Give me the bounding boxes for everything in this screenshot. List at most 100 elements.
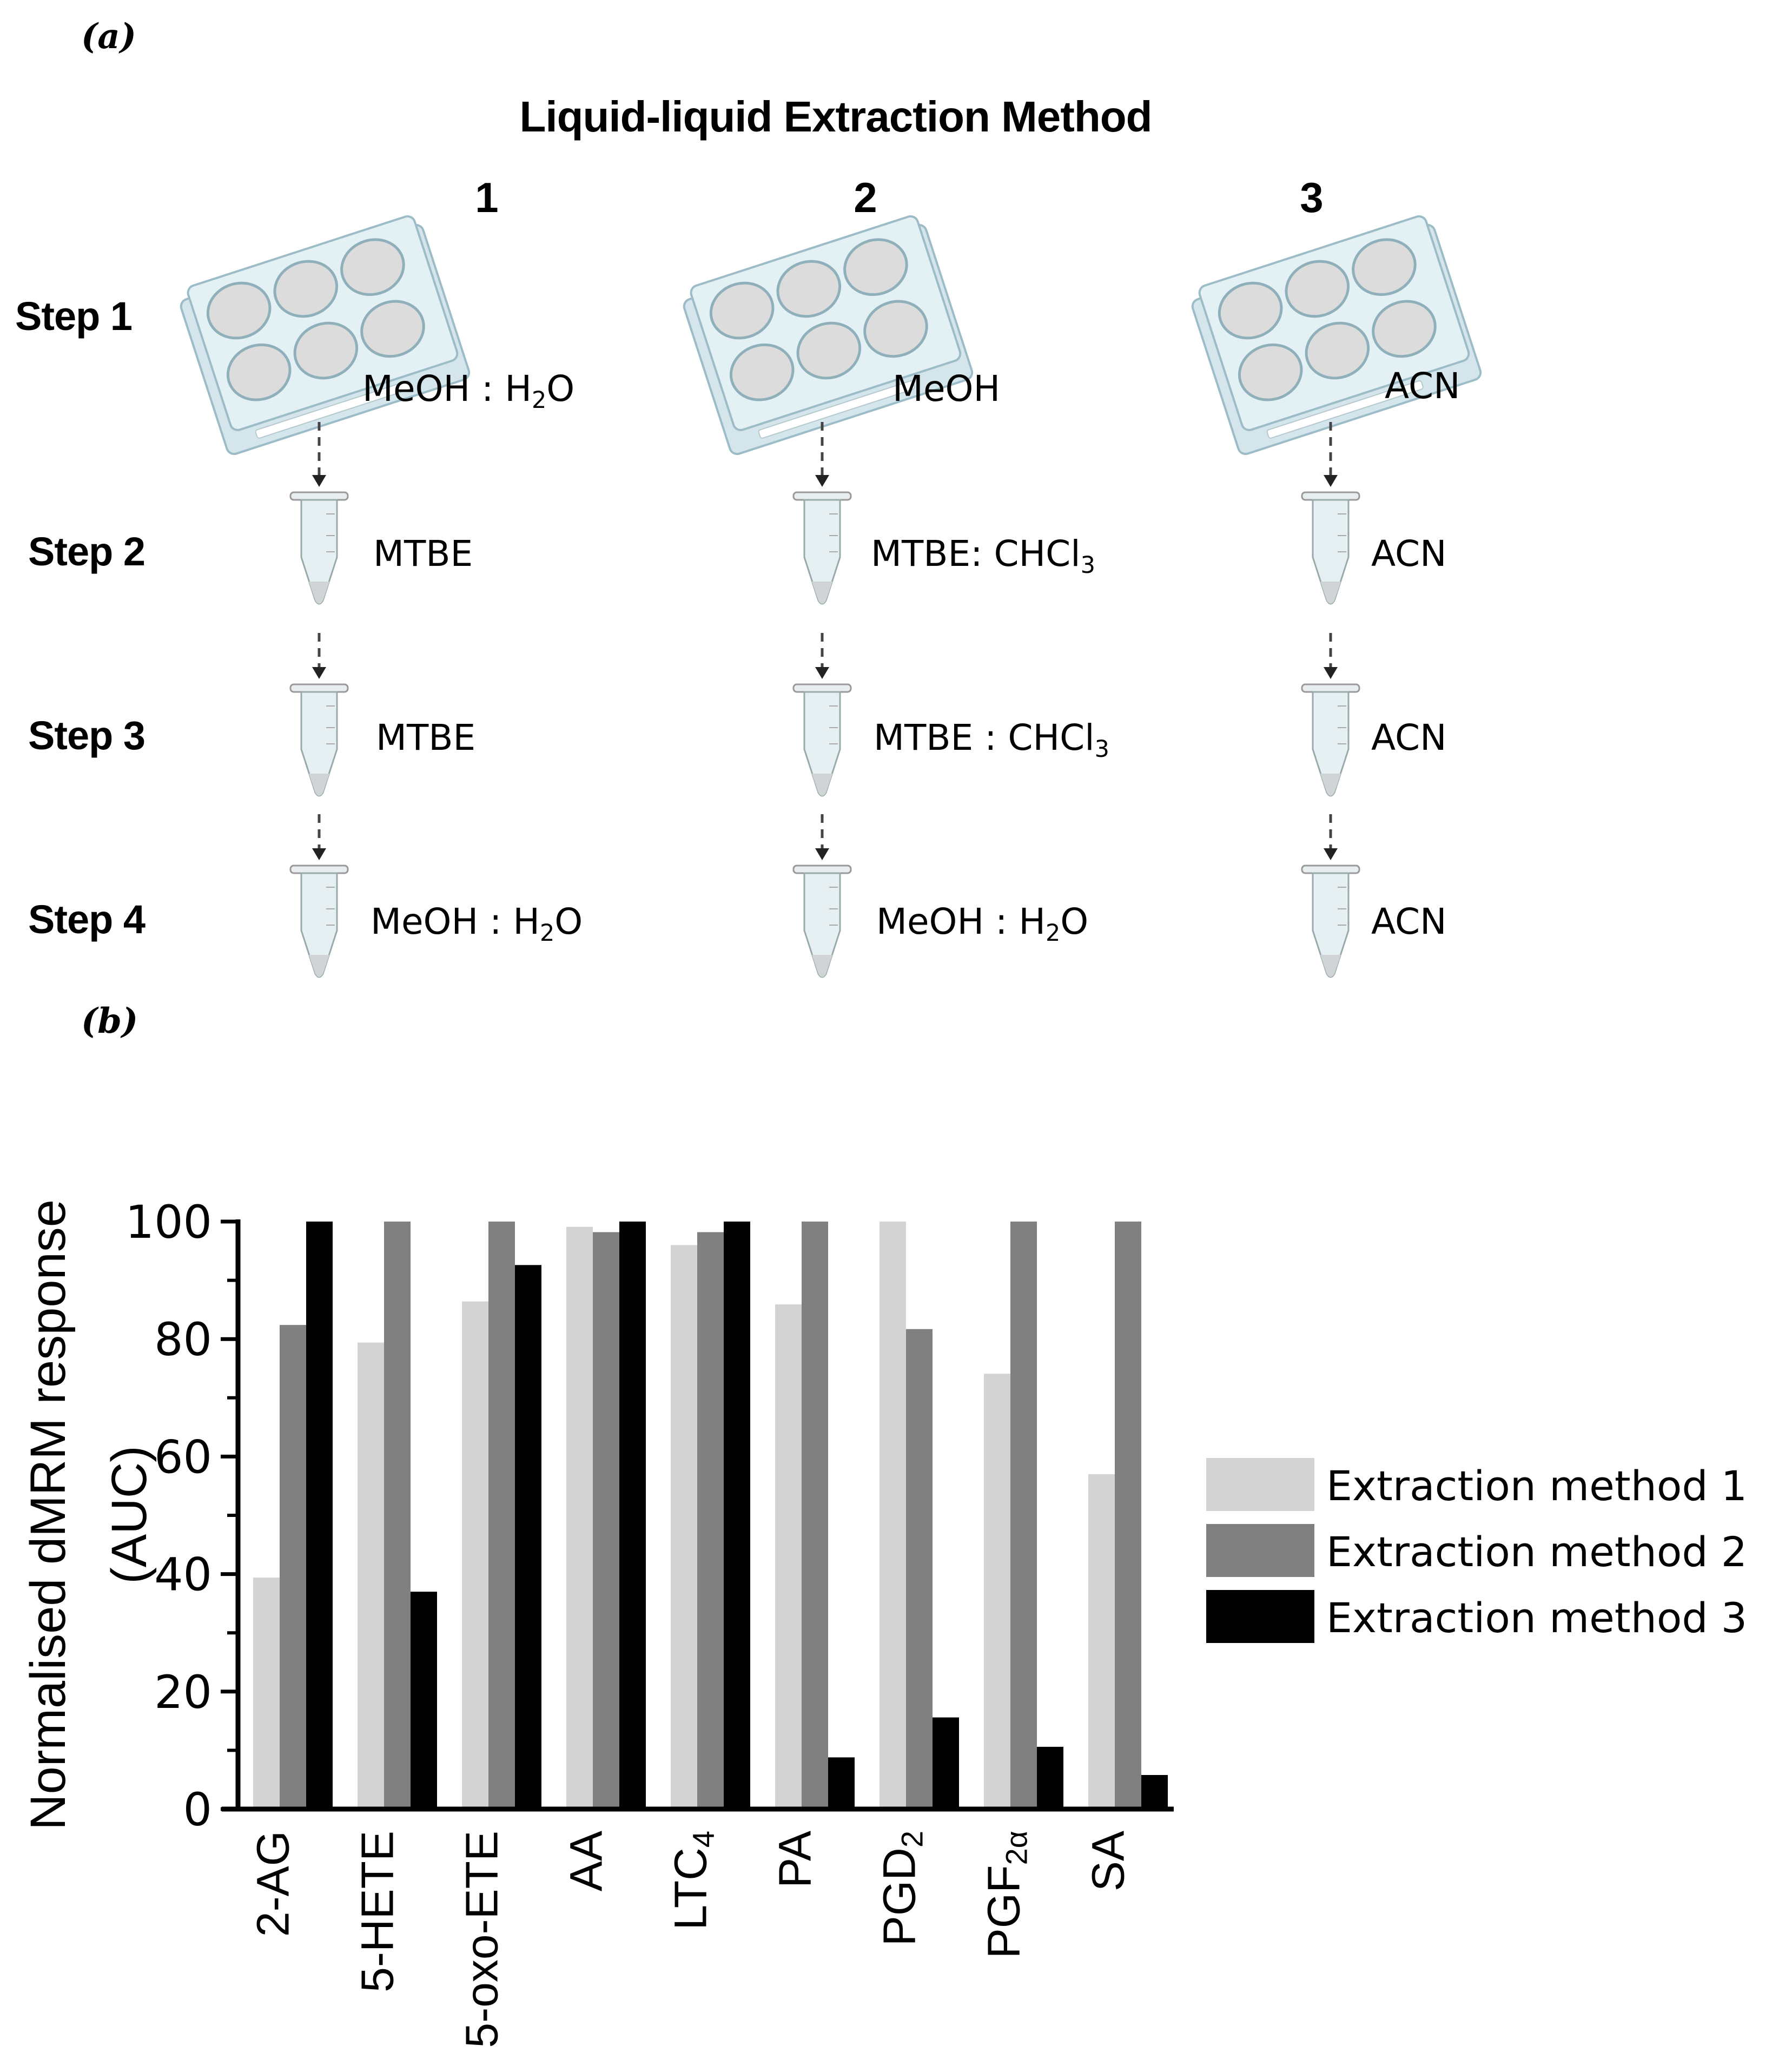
method-number-1: 1 [475, 174, 499, 221]
bar-group [358, 1222, 437, 1809]
y-tick-label: 60 [154, 1430, 212, 1483]
bar [306, 1222, 333, 1809]
microcentrifuge-tube-icon [289, 491, 349, 605]
bar [462, 1301, 488, 1809]
category-label: PGD2 [874, 1831, 929, 1946]
legend-label: Extraction method 1 [1326, 1462, 1747, 1510]
bar-group [462, 1222, 541, 1809]
solvent-label-method2-step3: MTBE : CHCl3 [874, 717, 1109, 763]
six-well-plate-icon [683, 215, 974, 456]
dashed-arrow-down-icon [815, 422, 829, 487]
category-label: LTC4 [665, 1831, 720, 1930]
solvent-label-method3-step3: ACN [1371, 717, 1447, 758]
solvent-label-method2-step4: MeOH : H2O [876, 901, 1089, 947]
dashed-arrow-down-icon [1324, 422, 1338, 487]
solvent-label-method3-step1: ACN [1385, 365, 1460, 407]
bar [880, 1222, 906, 1809]
y-axis-label: Normalised dMRM response (AUC) [21, 1199, 157, 1830]
legend-label: Extraction method 2 [1326, 1528, 1747, 1576]
bar-group [984, 1222, 1063, 1809]
step-label-4: Step 4 [28, 897, 146, 942]
microcentrifuge-tube-icon [1301, 865, 1360, 978]
y-tick-label: 40 [154, 1548, 212, 1601]
bar [671, 1245, 697, 1809]
category-label: PA [770, 1831, 821, 1888]
bar [1115, 1222, 1141, 1809]
bar [384, 1222, 411, 1809]
microcentrifuge-tube-icon [792, 683, 852, 797]
y-tick-label: 20 [154, 1666, 212, 1719]
bar-group [1088, 1222, 1168, 1809]
bar [697, 1232, 724, 1809]
bar [775, 1304, 802, 1809]
diagram-graphics [180, 215, 1482, 978]
y-tick-label: 0 [183, 1783, 212, 1836]
bar-group [566, 1222, 646, 1809]
dashed-arrow-down-icon [312, 814, 326, 860]
category-label: SA [1083, 1831, 1134, 1891]
solvent-label-method1-step1: MeOH : H2O [362, 368, 575, 414]
bar [724, 1222, 750, 1809]
bar [802, 1222, 828, 1809]
solvent-label-method1-step4: MeOH : H2O [371, 901, 583, 947]
category-label: 5-oxo-ETE [457, 1831, 507, 2048]
microcentrifuge-tube-icon [1301, 491, 1360, 605]
legend-swatch [1206, 1524, 1314, 1577]
bar [358, 1342, 384, 1809]
diagram-title: Liquid-liquid Extraction Method [519, 93, 1153, 141]
solvent-label-method2-step1: MeOH [892, 368, 1001, 410]
bar [488, 1222, 515, 1809]
step-label-2: Step 2 [28, 529, 146, 574]
six-well-plate-icon [180, 215, 471, 456]
category-label: PGF2α [978, 1831, 1034, 1958]
panel-b-label: (b) [81, 1001, 138, 1041]
solvent-label-method1-step2: MTBE [373, 533, 473, 575]
dashed-arrow-down-icon [1324, 633, 1338, 679]
dashed-arrow-down-icon [815, 633, 829, 679]
dashed-arrow-down-icon [312, 633, 326, 679]
legend-label: Extraction method 3 [1326, 1594, 1747, 1642]
legend-swatch [1206, 1458, 1314, 1511]
microcentrifuge-tube-icon [792, 491, 852, 605]
bar [906, 1329, 933, 1809]
bar-group [671, 1222, 750, 1809]
microcentrifuge-tube-icon [289, 865, 349, 978]
bar [593, 1232, 619, 1809]
bar-group [253, 1222, 333, 1809]
category-label: AA [561, 1831, 612, 1891]
solvent-label-method2-step2: MTBE: CHCl3 [871, 533, 1095, 579]
bar-group [880, 1222, 959, 1809]
bar [619, 1222, 646, 1809]
category-label: 2-AG [248, 1831, 299, 1937]
bar [984, 1374, 1010, 1809]
legend-item: Extraction method 2 [1206, 1524, 1747, 1577]
solvent-label-method1-step3: MTBE [376, 717, 476, 758]
six-well-plate-icon [1191, 215, 1482, 456]
step-label-1: Step 1 [15, 294, 133, 339]
legend-item: Extraction method 1 [1206, 1458, 1747, 1511]
bar [280, 1325, 306, 1809]
bar [1088, 1474, 1115, 1809]
dashed-arrow-down-icon [1324, 814, 1338, 860]
y-tick-label: 100 [125, 1196, 212, 1249]
solvent-label-method3-step4: ACN [1371, 901, 1447, 942]
method-number-2: 2 [854, 174, 877, 221]
bar [411, 1592, 437, 1809]
dashed-arrow-down-icon [815, 814, 829, 860]
bar-group [775, 1222, 855, 1809]
y-tick-label: 80 [154, 1313, 212, 1366]
panel-a-label: (a) [81, 16, 137, 57]
legend-item: Extraction method 3 [1206, 1590, 1747, 1643]
microcentrifuge-tube-icon [792, 865, 852, 978]
category-label: 5-HETE [352, 1831, 403, 1992]
method-number-3: 3 [1300, 174, 1324, 221]
bar [566, 1226, 593, 1809]
legend-swatch [1206, 1590, 1314, 1643]
solvent-label-method3-step2: ACN [1371, 533, 1447, 575]
bar [933, 1717, 959, 1809]
bar [1010, 1222, 1037, 1809]
step-label-3: Step 3 [28, 713, 146, 758]
dashed-arrow-down-icon [312, 422, 326, 487]
microcentrifuge-tube-icon [1301, 683, 1360, 797]
